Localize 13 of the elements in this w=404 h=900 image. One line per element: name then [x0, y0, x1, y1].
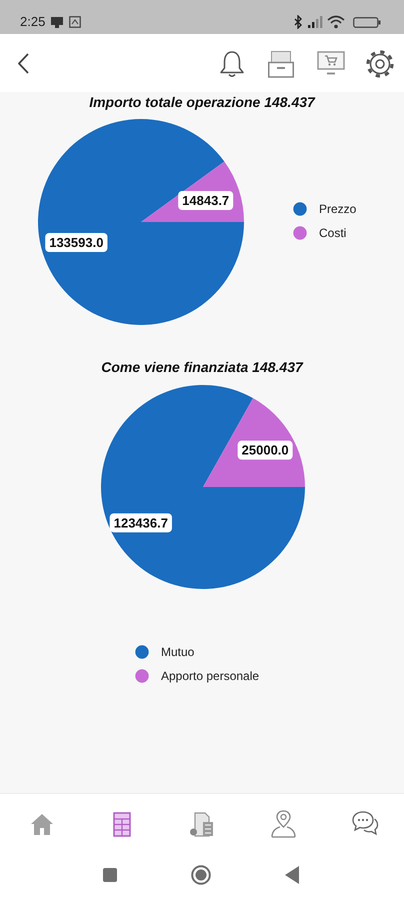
data-label: 14843.7 [182, 192, 230, 208]
data-label: 123436.7 [114, 515, 168, 530]
legend-label: Apporto personale [161, 669, 260, 683]
pie-slice [38, 119, 244, 325]
legend-label: Prezzo [319, 202, 357, 216]
pie-slice [101, 385, 305, 589]
chart-title: Importo totale operazione 148.437 [89, 94, 316, 110]
chart-title: Come viene finanziata 148.437 [101, 359, 304, 375]
legend-label: Mutuo [161, 645, 195, 659]
data-label: 25000.0 [242, 442, 289, 458]
text: 2:25 [20, 14, 46, 29]
data-label: 133593.0 [49, 235, 104, 250]
legend-label: Costi [319, 226, 346, 240]
